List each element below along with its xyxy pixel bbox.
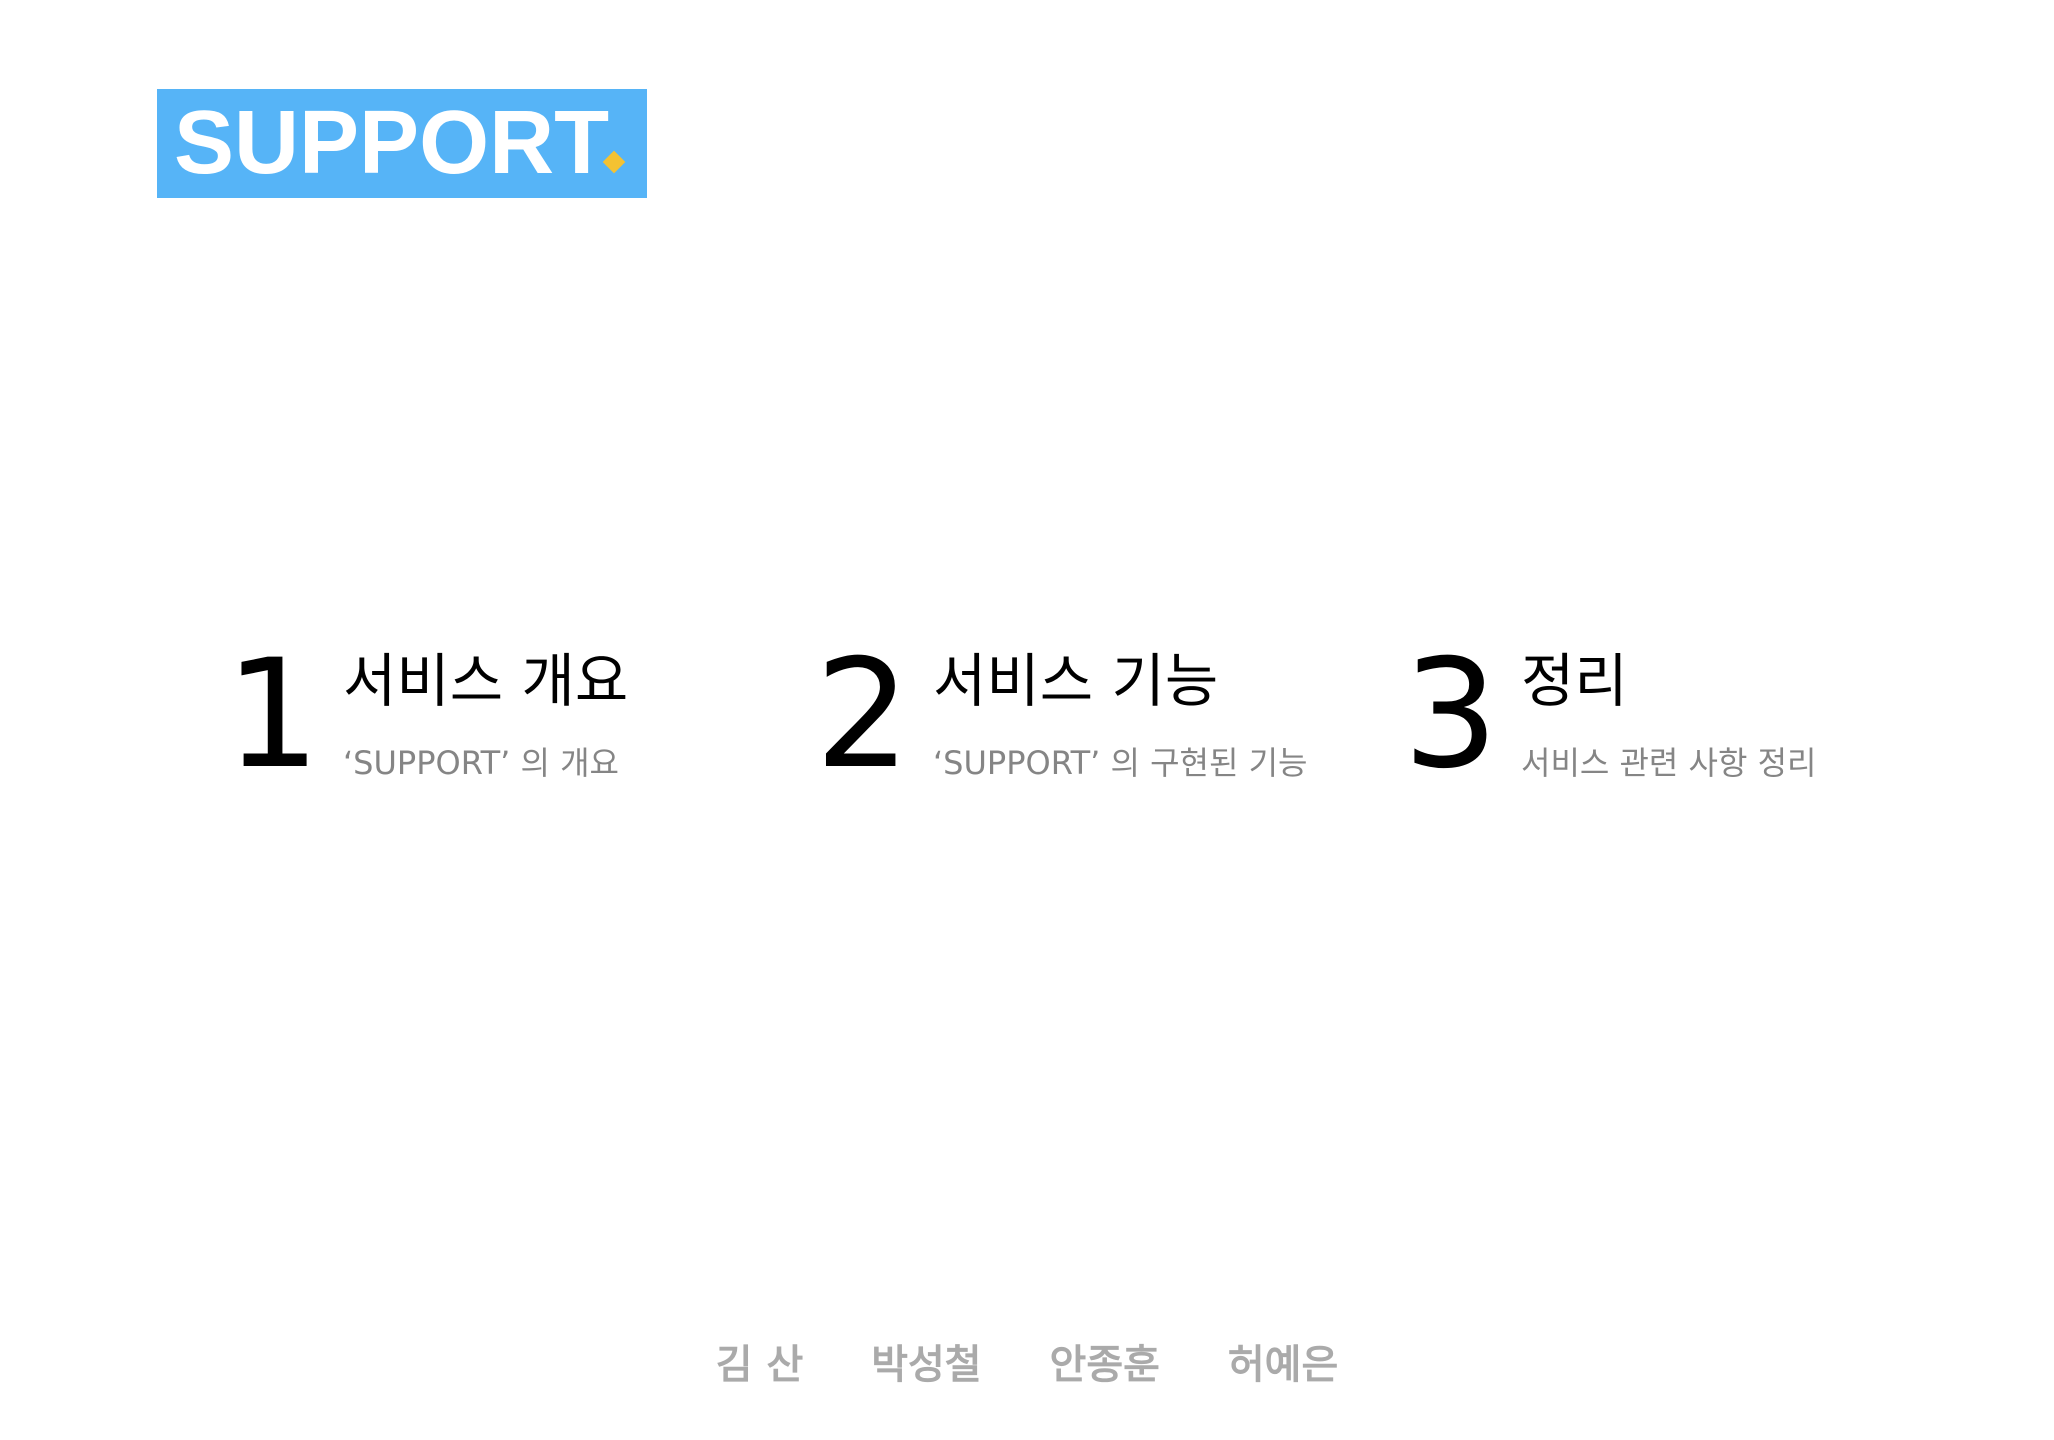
agenda-number: 1	[225, 628, 321, 802]
member-name: 안종훈	[1049, 1342, 1160, 1388]
member-name: 허예은	[1227, 1342, 1339, 1388]
member-name: 김 산	[715, 1342, 804, 1388]
agenda-title: 정리	[1521, 647, 1628, 715]
agenda-title: 서비스 기능	[933, 647, 1219, 715]
agenda-subtitle: ‘SUPPORT’ 의 개요	[343, 744, 619, 782]
agenda-number: 3	[1403, 628, 1499, 802]
agenda-title: 서비스 개요	[343, 647, 629, 715]
team-members: 김 산 박성철 안종훈 허예은	[0, 1335, 2054, 1395]
agenda-subtitle: ‘SUPPORT’ 의 구현된 기능	[933, 744, 1308, 782]
agenda-subtitle: 서비스 관련 사항 정리	[1521, 744, 1817, 782]
agenda-number: 2	[815, 628, 911, 802]
logo-text: SUPPORT	[174, 93, 610, 193]
support-logo: SUPPORT	[157, 89, 647, 198]
member-name: 박성철	[871, 1342, 982, 1388]
